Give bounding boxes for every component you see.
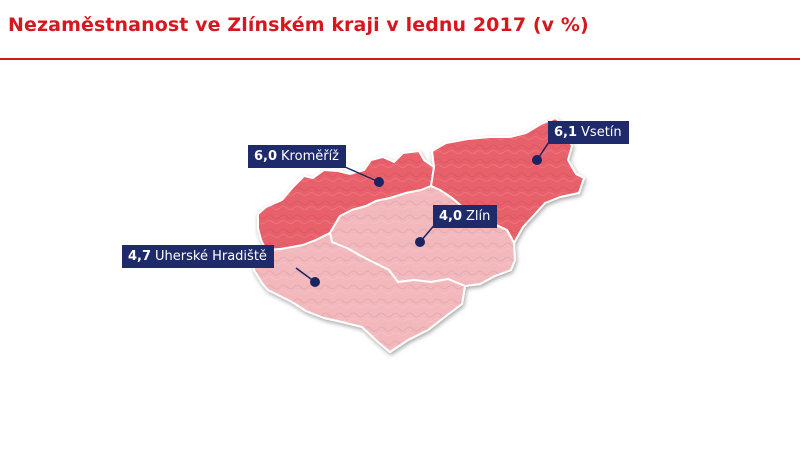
label-vsetin: 6,1 Vsetín [548,121,629,144]
marker-kromeriz [374,177,384,187]
marker-uherske-hradiste [310,277,320,287]
label-zlin: 4,0 Zlín [433,205,498,228]
label-kromeriz: 6,0 Kroměříž [248,145,347,168]
marker-vsetin [532,155,542,165]
label-zlin-name: Zlín [466,209,491,224]
label-vsetin-value: 6,1 [554,125,578,140]
label-uherske-hradiste: 4,7 Uherské Hradiště [122,245,274,268]
page-title: Nezaměstnanost ve Zlínském kraji v lednu… [8,14,589,36]
label-vsetin-name: Vsetín [581,125,622,140]
marker-zlin [415,237,425,247]
label-zlin-value: 4,0 [439,209,463,224]
label-kromeriz-value: 6,0 [254,149,278,164]
title-divider [0,58,800,60]
label-uherske-hradiste-value: 4,7 [128,249,152,264]
label-uherske-hradiste-name: Uherské Hradiště [155,249,267,264]
label-kromeriz-name: Kroměříž [281,149,340,164]
